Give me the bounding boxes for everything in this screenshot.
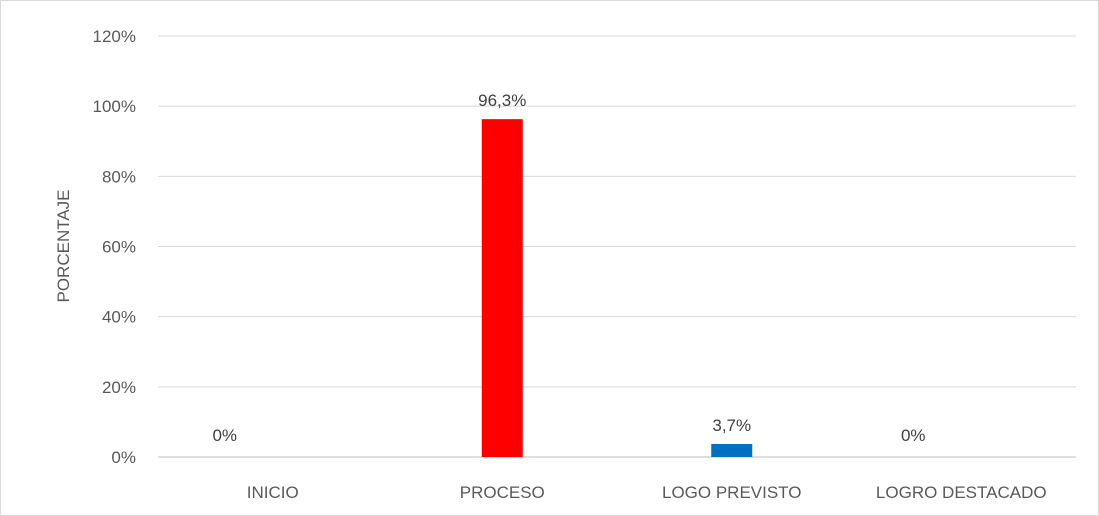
x-tick-label: PROCESO bbox=[460, 483, 545, 502]
gridlines bbox=[158, 35, 1076, 458]
x-tick-label: INICIO bbox=[247, 483, 299, 502]
y-tick-label: 80% bbox=[102, 167, 136, 186]
y-axis-title: PORCENTAJE bbox=[54, 189, 73, 302]
y-tick-label: 20% bbox=[102, 378, 136, 397]
y-tick-label: 100% bbox=[93, 97, 136, 116]
y-tick-label: 40% bbox=[102, 308, 136, 327]
bar bbox=[481, 119, 523, 458]
data-label: 0% bbox=[212, 426, 237, 445]
y-tick-labels: 0% 20% 40% 60% 80% 100% 120% bbox=[93, 27, 136, 467]
bars bbox=[481, 119, 753, 458]
x-tick-label: LOGRO DESTACADO bbox=[876, 483, 1047, 502]
y-tick-label: 60% bbox=[102, 238, 136, 257]
y-tick-label: 120% bbox=[93, 27, 136, 46]
x-tick-labels: INICIO PROCESO LOGO PREVISTO LOGRO DESTACAD… bbox=[247, 483, 1047, 502]
data-label: 3,7% bbox=[712, 416, 751, 435]
bar bbox=[711, 444, 753, 457]
data-label: 0% bbox=[901, 426, 926, 445]
data-labels: 0% 96,3% 3,7% 0% bbox=[212, 91, 925, 445]
y-tick-label: 0% bbox=[111, 448, 136, 467]
data-label: 96,3% bbox=[478, 91, 526, 110]
x-tick-label: LOGO PREVISTO bbox=[662, 483, 802, 502]
